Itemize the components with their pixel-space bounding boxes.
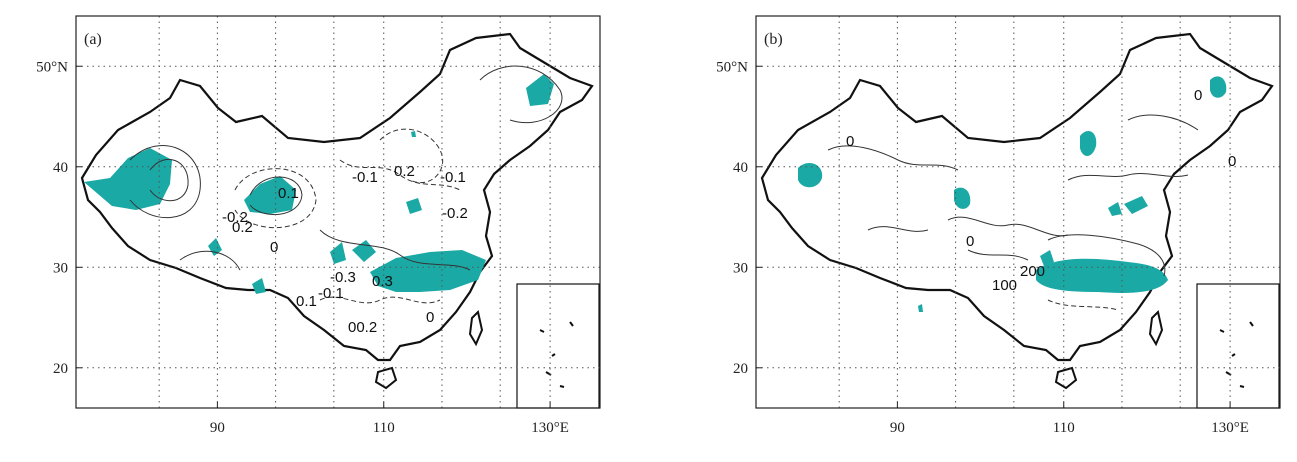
shade-xinjiang bbox=[798, 163, 823, 188]
china-outline bbox=[760, 32, 1274, 362]
contour-label: -0.3 bbox=[330, 269, 356, 286]
y-tick-label: 50°N bbox=[36, 59, 68, 75]
x-tick-label: 110 bbox=[1053, 420, 1075, 436]
y-tick-label: 30 bbox=[53, 260, 68, 276]
contour-label: 0.1 bbox=[296, 293, 317, 310]
shade-qaidam bbox=[244, 176, 296, 214]
shade-north-china bbox=[1108, 202, 1122, 216]
y-tick-label: 20 bbox=[53, 361, 68, 377]
contour-label: -0.2 bbox=[442, 205, 468, 222]
hainan-island bbox=[374, 366, 398, 390]
y-tick-label: 30 bbox=[733, 260, 748, 276]
shade-small-1 bbox=[411, 131, 416, 137]
x-tick-label: 90 bbox=[210, 420, 225, 436]
plot-frame bbox=[75, 15, 601, 409]
contour-label: 100 bbox=[992, 277, 1017, 294]
shaded-regions bbox=[84, 74, 554, 294]
contour-label: 200 bbox=[1020, 263, 1045, 280]
contour-label: 0 bbox=[270, 239, 278, 256]
x-tick-label: 130°E bbox=[1211, 420, 1249, 436]
map-content bbox=[80, 32, 600, 409]
axis-ticks: 20 30 40 50°N 90 110 130°E bbox=[36, 59, 569, 436]
contour-label: -0.1 bbox=[318, 285, 344, 302]
contour-label: -0.2 bbox=[222, 209, 248, 226]
contour-label: 0.2 bbox=[232, 219, 253, 236]
plot-frame bbox=[755, 15, 1281, 409]
y-tick-label: 40 bbox=[733, 160, 748, 176]
y-tick-label: 40 bbox=[53, 160, 68, 176]
shaded-regions bbox=[798, 76, 1227, 312]
contour-lines bbox=[129, 65, 563, 304]
shade-xinjiang-west bbox=[84, 148, 172, 210]
contour-label: 0.2 bbox=[394, 163, 415, 180]
contour-labels: 0.10.20-0.1 0.2 -0.1-0.2 -0.2-0.3 0.3-0.10.1… bbox=[222, 163, 468, 336]
contour-label: -0.1 bbox=[352, 169, 378, 186]
shade-shandong bbox=[406, 198, 422, 214]
hainan-island bbox=[1054, 366, 1078, 390]
x-tick-label: 90 bbox=[890, 420, 905, 436]
y-tick-label: 20 bbox=[733, 361, 748, 377]
contour-label: 0 bbox=[846, 133, 854, 150]
axis-ticks: 20 30 40 50°N 90 110 130°E bbox=[716, 59, 1249, 436]
shade-northeast bbox=[1210, 76, 1227, 98]
contour-lines bbox=[827, 114, 1199, 311]
shade-tibet-south-2 bbox=[252, 278, 266, 294]
shade-northeast bbox=[526, 74, 554, 106]
shade-qinghai bbox=[954, 187, 971, 209]
shade-sichuan bbox=[1040, 250, 1054, 266]
shade-north-china-2 bbox=[1124, 196, 1148, 214]
shade-small bbox=[918, 304, 923, 312]
contour-label: 0 bbox=[1228, 153, 1236, 170]
contour-label: 0 bbox=[426, 309, 434, 326]
contour-label: 0.1 bbox=[278, 185, 299, 202]
y-tick-label: 50°N bbox=[716, 59, 748, 75]
x-tick-label: 110 bbox=[373, 420, 395, 436]
map-content bbox=[760, 32, 1280, 409]
contour-label: 0 bbox=[1194, 87, 1202, 104]
inset-box bbox=[1196, 283, 1280, 409]
taiwan-island bbox=[1148, 310, 1164, 347]
panel-label: (a) bbox=[84, 31, 102, 48]
x-tick-label: 130°E bbox=[531, 420, 569, 436]
contour-label: -0.1 bbox=[440, 169, 466, 186]
contour-label: 0 bbox=[966, 233, 974, 250]
shade-inner-mongolia bbox=[1080, 131, 1097, 156]
contour-label: 00.2 bbox=[348, 319, 377, 336]
taiwan-island bbox=[468, 310, 484, 347]
shade-yangtze bbox=[1036, 258, 1168, 293]
panel-label: (b) bbox=[764, 31, 783, 48]
shade-yangtze-lower bbox=[370, 250, 486, 292]
inset-box bbox=[516, 283, 600, 409]
map-panel-a: 20 30 40 50°N 90 110 130°E (a) 0.1 0.2 0 -0.1 0.2-… bbox=[0, 0, 648, 462]
map-panel-b: 20 30 40 50°N 90 110 130°E (b) 0 0 0 100 200 0 bbox=[648, 0, 1296, 462]
contour-label: 0.3 bbox=[372, 273, 393, 290]
